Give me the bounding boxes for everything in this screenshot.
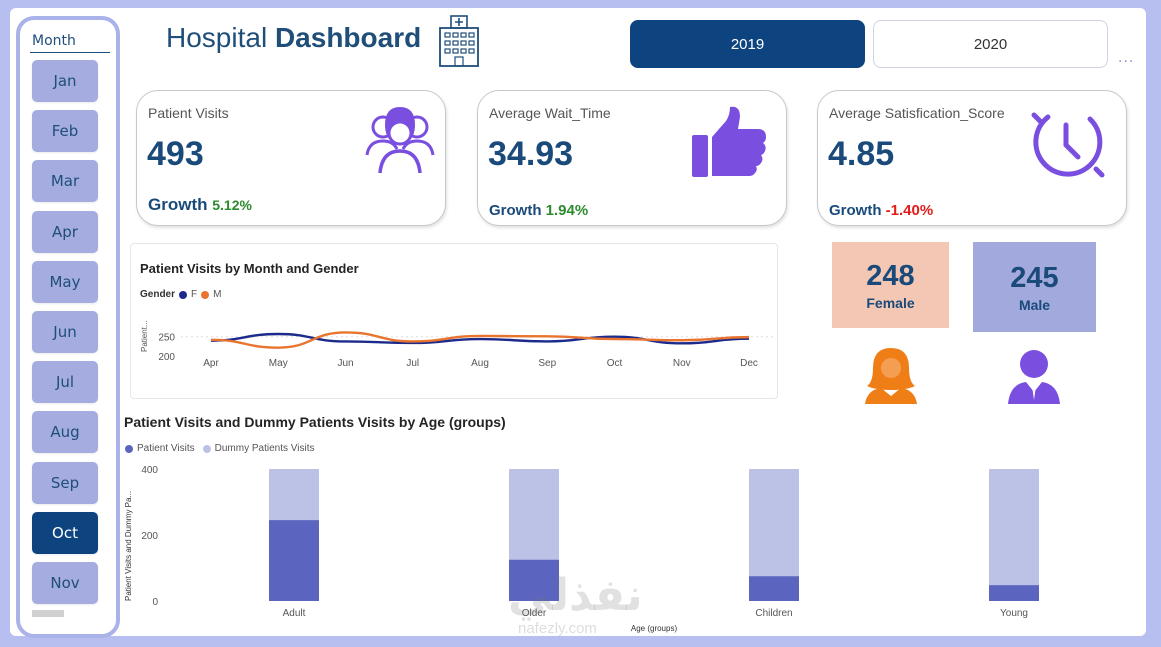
x-tick-label: Oct	[607, 358, 623, 369]
x-tick-label: May	[269, 358, 288, 369]
line-chart-title: Patient Visits by Month and Gender	[140, 261, 359, 276]
slicer-divider	[30, 52, 110, 53]
bar-dummy-visits-young[interactable]	[989, 469, 1039, 601]
male-count: 245	[1010, 261, 1059, 294]
month-button-feb[interactable]: Feb	[32, 110, 98, 153]
bar-chart-legend: Patient Visits Dummy Patients Visits	[125, 443, 314, 454]
kpi-card-average-satisfaction-score: Average Satisfication_Score 4.85 Growth …	[817, 90, 1127, 226]
kpi-growth: Growth 1.94%	[489, 202, 588, 219]
month-button-jan[interactable]: Jan	[32, 60, 98, 102]
year-button-2019[interactable]: 2019	[630, 20, 865, 68]
x-tick-label: Children	[755, 608, 792, 619]
watermark-url: nafezly.com	[518, 620, 597, 637]
bar-chart-title: Patient Visits and Dummy Patients Visits…	[124, 414, 506, 430]
growth-label: Growth	[829, 202, 882, 219]
x-tick-label: Jun	[337, 358, 353, 369]
x-axis-label: Age (groups)	[631, 624, 678, 633]
more-options-icon[interactable]: ...	[1118, 50, 1135, 66]
growth-value: 5.12%	[212, 197, 252, 213]
kpi-value: 493	[147, 135, 204, 173]
month-button-aug[interactable]: Aug	[32, 411, 98, 454]
kpi-label: Patient Visits	[148, 105, 229, 121]
x-tick-label: Jul	[406, 358, 419, 369]
growth-value: -1.40%	[885, 202, 934, 219]
line-chart-panel: Patient Visits by Month and Gender Gende…	[130, 243, 778, 399]
x-tick-label: Older	[522, 608, 547, 619]
bar-patient-visits-older[interactable]	[509, 559, 559, 601]
x-tick-label: Nov	[673, 358, 691, 369]
male-user-icon	[1008, 350, 1060, 404]
growth-label: Growth	[148, 195, 208, 214]
y-tick-label: 0	[152, 597, 158, 608]
kpi-growth: Growth -1.40%	[829, 202, 933, 219]
series-line-f[interactable]	[210, 332, 750, 345]
y-axis-label: Patient...	[140, 320, 149, 352]
legend-dot-dummy-visits	[202, 444, 211, 453]
kpi-card-average-wait-time: Average Wait_Time 34.93 Growth 1.94%	[477, 90, 787, 226]
legend-label-dummy-visits: Dummy Patients Visits	[214, 443, 315, 454]
legend-dot-m	[201, 290, 210, 299]
x-tick-label: Aug	[471, 358, 489, 369]
page-title: Hospital Dashboard	[166, 22, 421, 54]
month-button-may[interactable]: May	[32, 260, 98, 303]
y-tick-label: 400	[141, 465, 158, 476]
bar-chart[interactable]: 0 200 400 Patient Visits and Dummy Pa... Adu…	[118, 456, 1138, 636]
kpi-value: 34.93	[488, 135, 574, 173]
y-axis-label: Patient Visits and Dummy Pa...	[124, 491, 133, 601]
y-tick-label: 200	[141, 531, 158, 542]
hospital-building-icon	[439, 15, 479, 67]
bar-patient-visits-children[interactable]	[749, 576, 799, 601]
y-tick-label: 200	[158, 352, 175, 363]
male-count-tile: 245 Male	[973, 242, 1096, 332]
month-button-jul[interactable]: Jul	[32, 361, 98, 404]
year-button-2020[interactable]: 2020	[873, 20, 1108, 68]
x-tick-label: Sep	[538, 358, 556, 369]
x-tick-label: Young	[1000, 608, 1028, 619]
bar-patient-visits-adult[interactable]	[269, 520, 319, 601]
kpi-label: Average Satisfication_Score	[829, 105, 1005, 121]
month-button-nov[interactable]: Nov	[32, 562, 98, 604]
legend-title: Gender	[140, 289, 176, 300]
female-count-tile: 248 Female	[832, 242, 949, 328]
female-count: 248	[866, 259, 915, 292]
series-line-m[interactable]	[210, 331, 750, 349]
x-tick-label: Apr	[203, 358, 219, 369]
month-button-apr[interactable]: Apr	[32, 210, 98, 253]
kpi-label: Average Wait_Time	[489, 105, 611, 121]
growth-label: Growth	[489, 202, 542, 219]
line-chart-legend: Gender F M	[140, 289, 221, 300]
growth-value: 1.94%	[545, 202, 589, 219]
patients-group-icon	[365, 107, 435, 174]
slicer-title: Month	[32, 33, 76, 49]
legend-dot-patient-visits	[125, 444, 133, 453]
kpi-value: 4.85	[828, 135, 895, 173]
female-label: Female	[866, 294, 915, 311]
female-user-icon	[865, 348, 917, 404]
month-button-oct[interactable]: Oct	[32, 511, 98, 554]
month-button-jun[interactable]: Jun	[32, 311, 98, 353]
watermark-logo: نفذلي	[508, 570, 643, 621]
title-regular: Hospital	[166, 22, 268, 53]
legend-label-m: M	[213, 289, 222, 300]
kpi-card-patient-visits: Patient Visits 493 Growth 5.12%	[136, 90, 446, 226]
month-button-sep[interactable]: Sep	[32, 461, 98, 504]
x-tick-label: Adult	[283, 608, 306, 619]
legend-label-f: F	[191, 289, 198, 300]
male-label: Male	[1018, 296, 1051, 313]
line-chart[interactable]: 200 250 Patient... Apr May Jun Jul Aug Sep Oct Nov…	[131, 244, 779, 400]
month-slicer: Month Jan Feb Mar Apr May Jun Jul Aug Sep Oct Nov	[16, 16, 120, 638]
kpi-growth: Growth 5.12%	[148, 195, 252, 215]
y-tick-label: 250	[158, 333, 175, 344]
bar-patient-visits-young[interactable]	[989, 585, 1039, 601]
x-tick-label: Dec	[740, 358, 758, 369]
slicer-scrollbar[interactable]	[32, 610, 64, 617]
thumbs-up-icon	[692, 106, 766, 177]
legend-label-patient-visits: Patient Visits	[137, 443, 195, 454]
month-button-mar[interactable]: Mar	[32, 160, 98, 203]
legend-dot-f	[179, 290, 188, 299]
title-bold: Dashboard	[274, 22, 422, 53]
clock-icon	[1031, 112, 1105, 178]
